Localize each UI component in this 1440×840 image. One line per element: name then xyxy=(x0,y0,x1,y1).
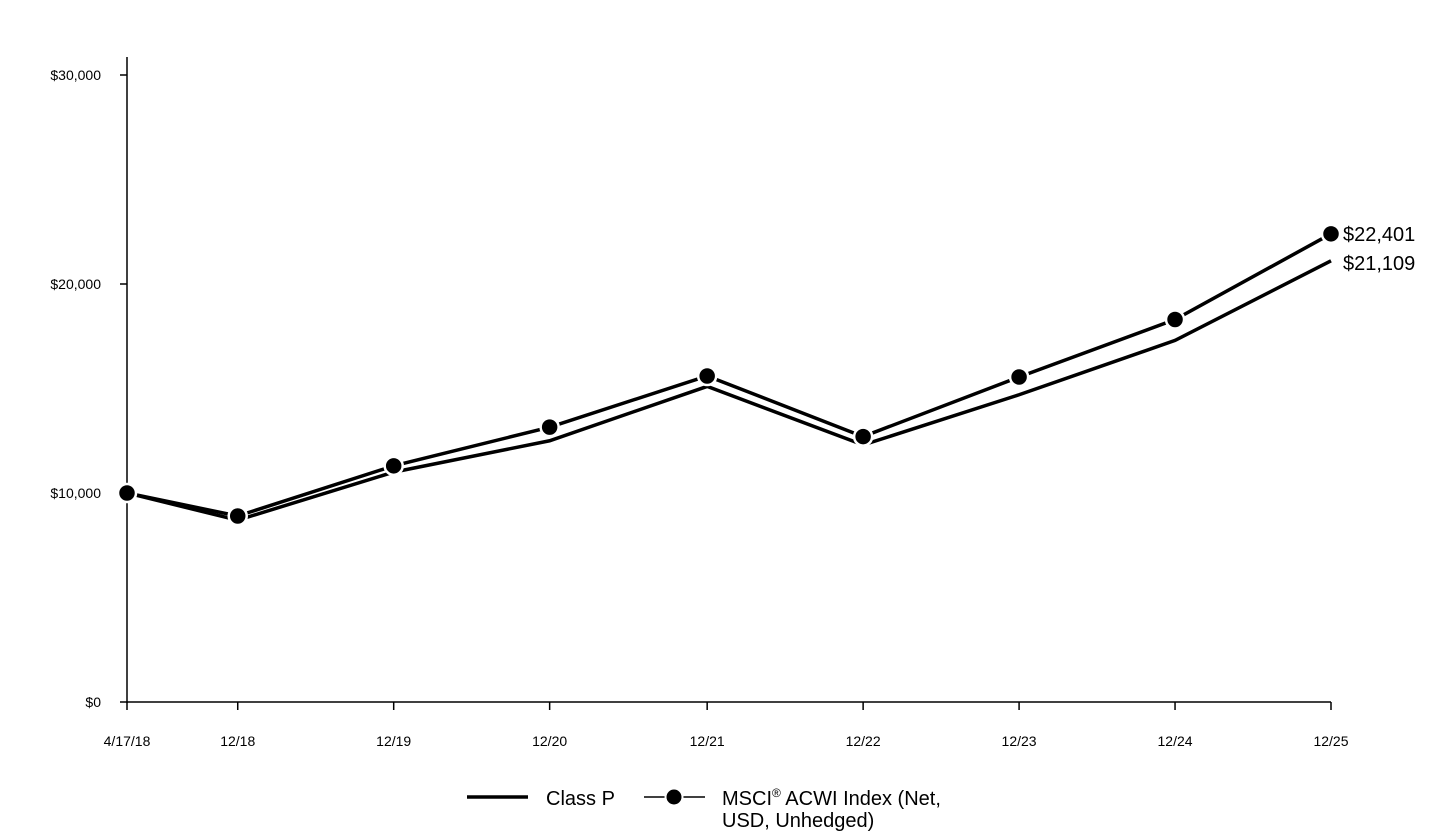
x-tick-label-1: 12/18 xyxy=(220,733,255,749)
legend-swatch-msci-marker xyxy=(664,787,684,807)
series-1-point-3 xyxy=(539,416,560,438)
series-1-point-4 xyxy=(696,365,718,387)
x-tick-label-3: 12/20 xyxy=(532,733,567,749)
end-label-msci: $22,401 xyxy=(1343,224,1415,246)
end-label-class-p: $21,109 xyxy=(1343,253,1415,275)
legend-item-msci: MSCI® ACWI Index (Net, USD, Unhedged) xyxy=(644,786,941,832)
series-1-point-2 xyxy=(383,455,404,477)
y-tick-label-2: $20,000 xyxy=(50,276,101,292)
legend-label-msci-part2: ACWI Index (Net, xyxy=(781,788,941,810)
x-ticks: 4/17/18 12/18 12/19 12/20 12/21 12/22 12/23 12/… xyxy=(104,702,1349,749)
x-tick-label-7: 12/24 xyxy=(1158,733,1193,749)
series-1-point-6 xyxy=(1008,366,1030,388)
series-1-point-1 xyxy=(227,505,248,527)
series-1-point-8 xyxy=(1320,223,1342,245)
y-ticks: $0 $10,000 $20,000 $30,000 xyxy=(50,67,127,710)
legend-label-class-p: Class P xyxy=(546,788,615,810)
x-tick-label-8: 12/25 xyxy=(1313,733,1348,749)
legend-label-msci-sup: ® xyxy=(772,786,781,800)
x-tick-label-6: 12/23 xyxy=(1002,733,1037,749)
series-line-1 xyxy=(126,232,1332,518)
legend-label-msci-line2: USD, Unhedged) xyxy=(722,810,874,832)
series-1-point-5 xyxy=(852,426,874,447)
series-1-point-0 xyxy=(116,482,138,504)
legend-item-class-p: Class P xyxy=(467,788,615,810)
axes xyxy=(126,57,1331,703)
x-tick-label-2: 12/19 xyxy=(376,733,411,749)
series-line-0 xyxy=(126,259,1332,522)
legend-label-msci: MSCI® ACWI Index (Net, xyxy=(722,786,941,810)
legend-label-msci-part1: MSCI xyxy=(722,788,772,810)
x-tick-label-4: 12/21 xyxy=(690,733,725,749)
series-layer xyxy=(116,223,1342,527)
y-tick-label-1: $10,000 xyxy=(50,485,101,501)
x-tick-label-0: 4/17/18 xyxy=(104,733,151,749)
y-tick-label-3: $30,000 xyxy=(50,67,101,83)
x-tick-label-5: 12/22 xyxy=(846,733,881,749)
series-1-point-7 xyxy=(1164,309,1186,330)
y-tick-label-0: $0 xyxy=(85,694,101,710)
legend: Class P MSCI® ACWI Index (Net, USD, Unhe… xyxy=(467,786,941,832)
